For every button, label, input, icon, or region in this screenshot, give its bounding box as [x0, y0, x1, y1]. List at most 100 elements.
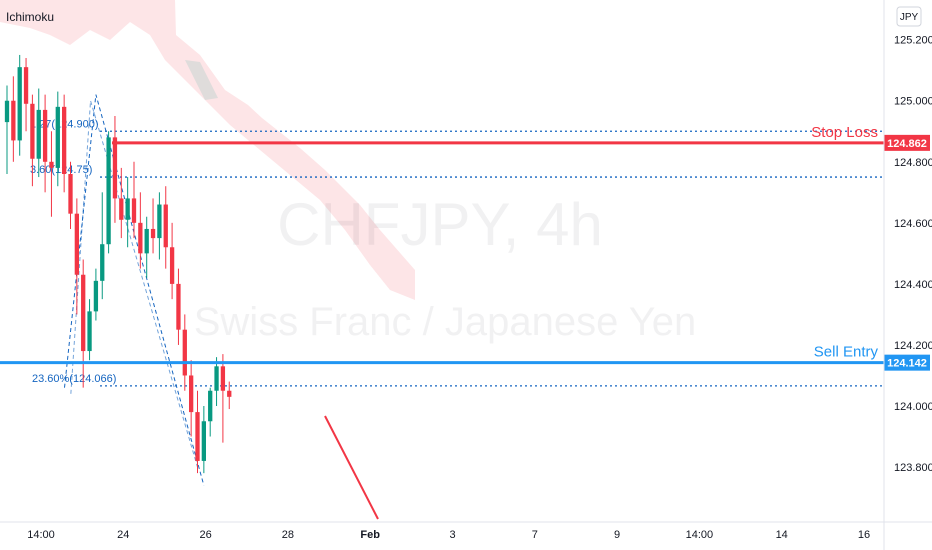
- candle-body: [182, 329, 187, 376]
- candle-body: [201, 421, 206, 461]
- price-badge-text: 124.142: [887, 358, 927, 370]
- price-axis[interactable]: JPY 125.200 125.000 124.800 124.600 124.400 1…: [883, 0, 932, 550]
- price-badge: [884, 354, 930, 371]
- candle: [131, 161, 137, 239]
- candle-body: [93, 280, 99, 312]
- candle: [100, 192, 105, 300]
- candle-body: [55, 106, 60, 168]
- price-badge-text: 124.862: [887, 138, 927, 150]
- candle: [176, 268, 181, 345]
- candle: [125, 177, 130, 248]
- time-tick-label: 14:00: [686, 529, 714, 541]
- candle: [144, 216, 149, 278]
- candle-body: [125, 198, 130, 220]
- zigzag-lines: [64, 94, 205, 486]
- sell-entry-level[interactable]: Sell Entry 124.142: [0, 344, 930, 371]
- candle-body: [220, 366, 226, 391]
- candle-body: [23, 67, 29, 104]
- candle-body: [17, 67, 22, 141]
- time-tick-label: 14: [776, 529, 788, 541]
- candles: [4, 54, 232, 474]
- candle-body: [36, 109, 41, 159]
- level-name: Sell Entry: [814, 344, 879, 361]
- candle-body: [30, 103, 35, 159]
- candle-body: [4, 100, 10, 123]
- candle: [23, 58, 29, 132]
- candle: [189, 360, 194, 437]
- price-tick-label: 125.200: [894, 35, 932, 47]
- zigzag-line-b: [70, 100, 198, 468]
- candle: [49, 131, 54, 217]
- candle: [93, 268, 99, 321]
- fib-label: 3.60(124.75): [30, 164, 92, 176]
- level-name: Stop Loss: [811, 124, 878, 141]
- candle: [112, 116, 118, 223]
- price-tick-label: 125.000: [894, 96, 932, 108]
- candle-body: [74, 213, 79, 275]
- candle-body: [208, 390, 213, 422]
- price-tick-label: 124.200: [894, 340, 932, 352]
- candle: [163, 186, 168, 269]
- candle-body: [11, 100, 16, 141]
- candle-body: [68, 174, 73, 214]
- watermark-symbol: CHFJPY, 4h: [277, 191, 603, 258]
- candle-body: [131, 198, 137, 223]
- cloud-green-area: [185, 60, 218, 100]
- candle: [169, 222, 175, 300]
- candle-body: [81, 274, 86, 352]
- candle: [138, 192, 143, 269]
- time-tick-label: 24: [117, 529, 129, 541]
- candle: [220, 354, 226, 443]
- candle: [36, 88, 41, 178]
- candle-body: [150, 228, 156, 239]
- time-tick-label: 28: [282, 529, 294, 541]
- candle: [182, 314, 187, 391]
- price-tick-label: 123.800: [894, 462, 932, 474]
- time-tick-label: 16: [858, 529, 870, 541]
- time-axis[interactable]: 14:00 24 26 28 Feb 3 7 9 14:00 14 16: [0, 521, 932, 541]
- candle-body: [119, 198, 124, 220]
- candle-body: [157, 204, 162, 239]
- candle: [81, 259, 86, 388]
- candle: [119, 167, 124, 239]
- candle: [4, 85, 10, 174]
- time-tick-label: 26: [199, 529, 211, 541]
- price-tick-label: 124.000: [894, 401, 932, 413]
- candle: [74, 198, 79, 315]
- candle: [11, 76, 16, 162]
- price-tick-label: 124.400: [894, 279, 932, 291]
- candle: [68, 161, 73, 229]
- trade-levels: Stop Loss 124.862 Sell Entry 124.142: [0, 124, 930, 371]
- candle: [208, 387, 213, 437]
- candle: [62, 94, 67, 193]
- currency-button[interactable]: JPY: [896, 6, 922, 27]
- indicator-label[interactable]: Ichimoku: [6, 10, 54, 24]
- candle-body: [176, 283, 181, 330]
- price-tick-label: 124.800: [894, 157, 932, 169]
- time-tick-label: Feb: [360, 529, 380, 541]
- candle-body: [189, 375, 194, 413]
- candle-body: [42, 109, 48, 162]
- candle-body: [195, 412, 200, 461]
- candle: [55, 91, 60, 187]
- watermark-description: Swiss Franc / Japanese Yen: [194, 300, 697, 344]
- candle-body: [163, 204, 168, 248]
- time-tick-label: 7: [532, 529, 538, 541]
- time-tick-label: 9: [614, 529, 620, 541]
- candle: [106, 131, 111, 254]
- candle: [30, 94, 35, 187]
- candle: [150, 198, 156, 254]
- candle-body: [112, 137, 118, 199]
- cloud-red-area: [0, 0, 415, 300]
- time-tick-label: 3: [449, 529, 455, 541]
- stop-loss-level[interactable]: Stop Loss 124.862: [112, 124, 930, 151]
- candle-body: [62, 106, 67, 174]
- candle-body: [169, 247, 175, 284]
- candle: [227, 381, 232, 410]
- candle: [157, 192, 162, 260]
- projection-line: [324, 415, 379, 520]
- candle: [201, 406, 206, 474]
- price-tick-label: 124.600: [894, 218, 932, 230]
